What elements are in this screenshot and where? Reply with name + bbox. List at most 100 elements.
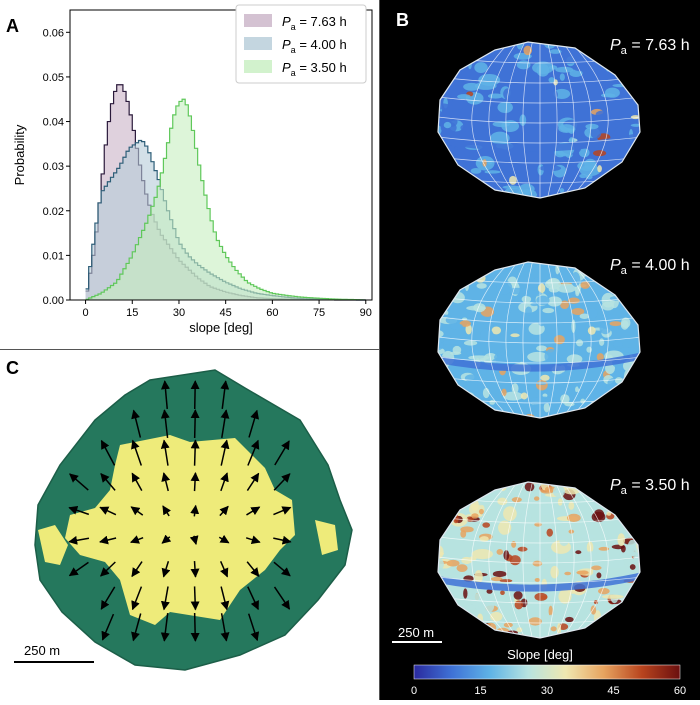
legend-entry-3: Pa = 3.50 h	[282, 60, 347, 78]
slope-patch	[438, 280, 450, 290]
y-tick-label: 0.06	[43, 27, 64, 39]
slope-patch	[438, 409, 445, 418]
slope-patch	[521, 295, 532, 303]
slope-patch	[476, 113, 489, 121]
flow-arrow	[161, 534, 172, 544]
slope-patch	[632, 618, 639, 627]
slope-patch	[598, 587, 610, 595]
slope-patch	[590, 126, 602, 139]
slope-patch	[602, 594, 624, 599]
panel-label-a: A	[6, 16, 19, 36]
slope-patch	[561, 270, 568, 281]
slope-patch	[466, 197, 472, 198]
slope-patch	[439, 181, 459, 186]
histogram-step-3	[85, 98, 366, 301]
slope-patch	[524, 482, 535, 492]
slope-patch	[438, 388, 442, 396]
flow-arrow	[273, 473, 291, 491]
slope-patch	[621, 170, 635, 175]
slope-patch	[539, 165, 562, 172]
inner-patch-right	[315, 520, 338, 555]
flow-arrow	[189, 535, 199, 546]
y-tick-label: 0.03	[43, 161, 64, 173]
asteroid-inner-region	[65, 435, 295, 625]
flow-arrow	[131, 613, 142, 642]
slope-patch	[580, 398, 586, 404]
plot-frame	[69, 9, 373, 301]
slope-patch	[487, 93, 504, 99]
flow-arrow	[160, 439, 170, 466]
slope-patch	[438, 160, 441, 171]
slope-patch	[438, 329, 444, 339]
slope-patch	[633, 551, 640, 564]
slope-patch	[600, 52, 606, 64]
slope-patch	[595, 110, 612, 119]
slope-patch	[469, 556, 477, 561]
slope-patch	[561, 639, 573, 644]
parallel-line	[438, 315, 640, 324]
slope-patch	[539, 132, 548, 142]
x-axis-label: slope [deg]	[189, 320, 253, 335]
slope-patch	[438, 632, 449, 638]
slope-patch	[600, 93, 616, 98]
slope-patch	[438, 509, 447, 516]
flow-arrow	[69, 473, 89, 491]
slope-patch	[627, 539, 637, 552]
slope-patch	[564, 193, 578, 198]
slope-patch	[585, 123, 599, 130]
slope-patch	[564, 571, 572, 576]
slope-patch	[630, 174, 635, 181]
slope-patch	[438, 412, 449, 418]
slope-patch	[449, 351, 462, 356]
slope-patch	[550, 626, 557, 632]
slope-patch	[528, 397, 549, 405]
slope-patch	[466, 349, 483, 357]
asteroid-shape-1	[438, 42, 640, 204]
flow-arrow	[190, 561, 200, 578]
slope-patch	[479, 536, 489, 542]
panel-label-b: B	[396, 10, 409, 30]
slope-patch	[631, 589, 640, 597]
slope-patch	[632, 589, 640, 596]
slope-patch	[443, 121, 452, 129]
slope-patch	[503, 550, 510, 561]
slope-patch	[438, 523, 445, 534]
slope-patch	[446, 257, 464, 262]
slope-patch	[463, 588, 468, 599]
slope-patch	[607, 193, 623, 198]
slope-patch	[606, 511, 612, 516]
slope-patch	[600, 180, 614, 196]
x-tick-label: 60	[266, 307, 278, 319]
slope-patch	[579, 313, 590, 319]
slope-patch	[530, 303, 539, 307]
parallel-line	[438, 335, 640, 344]
slope-patch	[548, 614, 563, 618]
slope-patch	[629, 167, 635, 180]
slope-patch	[471, 44, 476, 50]
flow-arrow	[220, 613, 230, 642]
slope-patch	[571, 272, 581, 287]
slope-patch	[613, 387, 633, 394]
flow-arrow	[220, 380, 230, 409]
slope-patch	[438, 625, 449, 637]
slope-patch	[518, 198, 529, 204]
slope-patch	[438, 185, 455, 190]
flow-arrow	[247, 586, 259, 611]
slope-patch	[534, 547, 550, 561]
slope-patch	[573, 64, 590, 72]
rotation-period-label-1: Pa = 7.63 h	[610, 37, 690, 57]
slope-patch	[438, 42, 443, 51]
slope-patch	[633, 288, 639, 299]
slope-patch	[579, 165, 601, 177]
slope-patch	[566, 354, 583, 364]
flow-arrow	[219, 561, 229, 578]
slope-patch	[559, 355, 564, 359]
slope-patch	[443, 50, 460, 54]
slope-patch	[620, 544, 626, 553]
slope-patch	[478, 637, 485, 638]
flow-arrow	[100, 561, 116, 577]
flow-arrow	[220, 586, 230, 611]
slope-patch	[629, 502, 640, 508]
slope-patch	[596, 404, 610, 417]
slope-patch	[511, 497, 522, 503]
